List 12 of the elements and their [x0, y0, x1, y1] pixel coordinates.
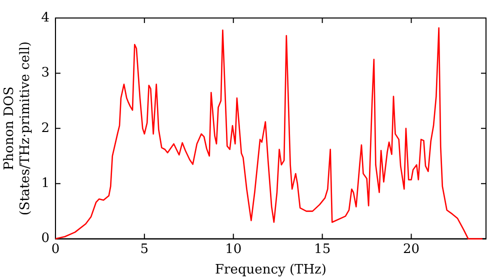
x-tick-label: 15 [314, 242, 331, 257]
y-axis-title: Phonon DOS (States/THz·primitive cell) [2, 41, 33, 216]
y-tick-label: 4 [41, 10, 50, 26]
x-tick-label: 10 [225, 242, 242, 257]
y-tick-label: 1 [41, 176, 50, 191]
y-tick-label: 2 [41, 120, 50, 136]
x-tick-label: 20 [403, 242, 420, 257]
y-tick-label: 0 [41, 231, 50, 246]
y-tick-label: 3 [41, 66, 50, 81]
x-tick-label: 0 [51, 242, 60, 257]
x-tick-label: 5 [140, 242, 149, 257]
x-axis-title: Frequency (THz) [215, 262, 326, 278]
